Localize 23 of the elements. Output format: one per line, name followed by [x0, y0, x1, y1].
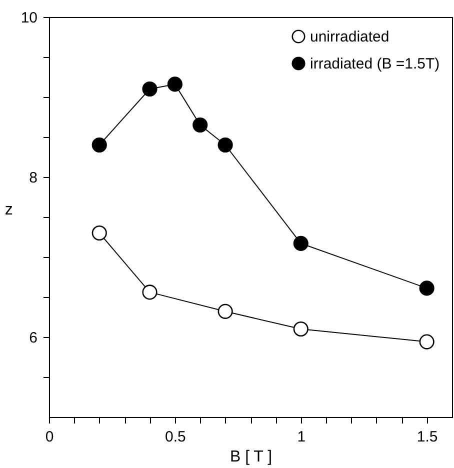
y-tick-label: 6 — [29, 330, 38, 346]
point — [419, 280, 434, 296]
point — [419, 334, 434, 350]
x-tick-label: 1.5 — [416, 428, 438, 446]
y-tick-label: 8 — [29, 170, 38, 186]
x-tick-label: 1 — [297, 428, 306, 446]
point — [218, 137, 233, 153]
point — [92, 137, 107, 153]
y-tick-label: 10 — [20, 10, 38, 26]
point — [293, 321, 308, 337]
legend-label: irradiated (B =1.5T) — [310, 56, 440, 72]
x-tick-label: 0 — [45, 428, 54, 446]
x-axis-title: B [ T ] — [230, 448, 272, 466]
point — [192, 117, 208, 133]
point — [218, 304, 233, 319]
point — [142, 284, 158, 300]
point — [293, 236, 308, 251]
x-tick-label: 0.5 — [165, 428, 186, 446]
point — [167, 76, 182, 92]
legend-label: unirradiated — [310, 28, 390, 46]
point — [142, 81, 158, 97]
y-axis-title: z — [4, 202, 13, 218]
point — [92, 225, 107, 241]
